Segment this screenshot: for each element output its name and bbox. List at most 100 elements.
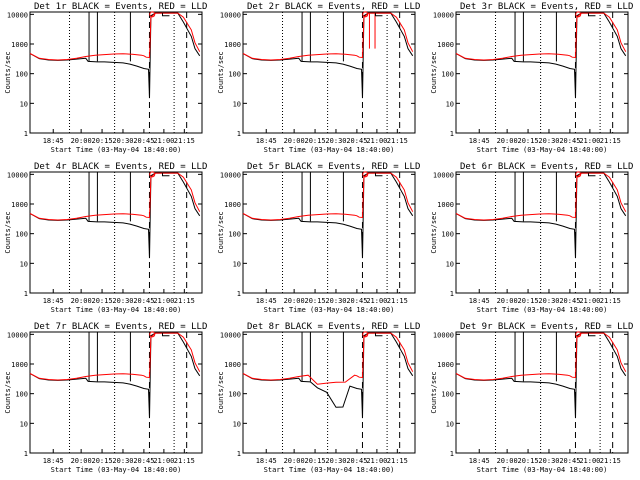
- x-tick-label: 20:30: [538, 297, 559, 305]
- lld-series-line: [242, 172, 414, 221]
- y-tick-label: 10000: [7, 171, 28, 179]
- events-series-line: [242, 12, 414, 99]
- x-tick-label: 18:45: [43, 457, 64, 465]
- bracket-marker: [374, 173, 383, 177]
- x-tick-label: 20:30: [538, 137, 559, 145]
- x-tick-label: 20:30: [112, 297, 133, 305]
- y-tick-label: 1000: [437, 361, 454, 369]
- x-tick-label: 20:45: [559, 457, 580, 465]
- y-tick-label: 100: [228, 231, 241, 239]
- x-tick-label: 20:45: [133, 137, 154, 145]
- x-tick-label: 18:45: [469, 297, 490, 305]
- y-tick-label: 100: [15, 391, 28, 399]
- chart-title: Det 7r BLACK = Events, RED = LLD: [34, 322, 207, 332]
- y-tick-label: 10000: [7, 331, 28, 339]
- y-tick-label: 1000: [437, 201, 454, 209]
- y-tick-label: 10: [446, 100, 454, 108]
- x-tick-label: 18:45: [256, 297, 277, 305]
- x-tick-label: 20:45: [559, 137, 580, 145]
- x-tick-label: 20:15: [305, 137, 326, 145]
- plot-frame: [455, 331, 629, 454]
- x-tick-label: 21:15: [174, 137, 195, 145]
- plot-frame: [242, 331, 416, 454]
- y-tick-label: 10: [20, 420, 28, 428]
- chart-title: Det 3r BLACK = Events, RED = LLD: [460, 2, 633, 12]
- x-tick-label: 20:45: [346, 137, 367, 145]
- plot-frame: [29, 11, 203, 134]
- chart-panel: Det 5r BLACK = Events, RED = LLD 1 10 100 10…: [217, 162, 420, 314]
- x-tick-label: 20:00: [497, 457, 518, 465]
- peak-marker: [575, 171, 582, 178]
- plot-frame: [29, 171, 203, 294]
- x-tick-label: 21:00: [153, 457, 174, 465]
- x-tick-label: 20:30: [112, 137, 133, 145]
- peak-marker: [575, 331, 582, 338]
- x-axis-label: Start Time (03-May-04 18:40:00): [477, 306, 608, 314]
- y-tick-label: 10000: [220, 171, 241, 179]
- peak-marker: [149, 331, 156, 338]
- chart-title: Det 2r BLACK = Events, RED = LLD: [247, 2, 420, 12]
- lld-series-line: [455, 332, 627, 381]
- y-axis-label: Counts/sec: [217, 211, 225, 253]
- x-axis-label: Start Time (03-May-04 18:40:00): [264, 146, 395, 154]
- y-tick-label: 10: [446, 260, 454, 268]
- y-tick-label: 1: [450, 290, 454, 298]
- x-tick-label: 18:45: [469, 457, 490, 465]
- x-tick-label: 18:45: [469, 137, 490, 145]
- y-tick-label: 10: [233, 420, 241, 428]
- events-series-line: [29, 332, 201, 419]
- y-axis-label: Counts/sec: [217, 371, 225, 413]
- chart-panel: Det 7r BLACK = Events, RED = LLD 1 10 100 10…: [4, 322, 207, 474]
- lld-series-line: [455, 12, 627, 61]
- chart-title: Det 9r BLACK = Events, RED = LLD: [460, 322, 633, 332]
- y-tick-label: 10: [233, 260, 241, 268]
- events-series-line: [455, 332, 627, 419]
- y-tick-label: 1000: [224, 361, 241, 369]
- x-tick-label: 18:45: [256, 457, 277, 465]
- x-tick-label: 20:00: [71, 297, 92, 305]
- x-tick-label: 20:30: [538, 457, 559, 465]
- y-tick-label: 1000: [11, 201, 28, 209]
- bracket-marker: [161, 13, 170, 17]
- lld-series-line: [29, 332, 201, 381]
- x-tick-label: 20:15: [518, 297, 539, 305]
- x-tick-label: 21:00: [153, 297, 174, 305]
- x-tick-label: 20:15: [518, 457, 539, 465]
- x-tick-label: 20:45: [133, 457, 154, 465]
- plot-frame: [242, 11, 416, 134]
- y-tick-label: 10000: [433, 11, 454, 19]
- peak-marker: [362, 11, 369, 18]
- y-tick-label: 1000: [224, 201, 241, 209]
- x-tick-label: 20:00: [284, 297, 305, 305]
- peak-marker: [362, 331, 369, 338]
- y-axis-label: Counts/sec: [430, 51, 438, 93]
- x-tick-label: 20:15: [92, 457, 113, 465]
- y-tick-label: 10: [20, 260, 28, 268]
- y-tick-label: 1000: [224, 41, 241, 49]
- y-axis-label: Counts/sec: [4, 51, 12, 93]
- plot-frame: [455, 11, 629, 134]
- lld-series-line: [29, 172, 201, 221]
- plot-frame: [242, 171, 416, 294]
- events-series-line: [242, 172, 414, 259]
- y-axis-label: Counts/sec: [430, 211, 438, 253]
- y-axis-label: Counts/sec: [4, 371, 12, 413]
- y-tick-label: 100: [228, 391, 241, 399]
- x-tick-label: 20:30: [325, 457, 346, 465]
- chart-title: Det 5r BLACK = Events, RED = LLD: [247, 162, 420, 172]
- x-tick-label: 20:45: [133, 297, 154, 305]
- x-tick-label: 21:15: [387, 297, 408, 305]
- chart-panel: Det 3r BLACK = Events, RED = LLD 1 10 100 10…: [430, 2, 633, 154]
- x-tick-label: 20:45: [559, 297, 580, 305]
- x-tick-label: 21:15: [600, 457, 621, 465]
- x-tick-label: 20:30: [325, 297, 346, 305]
- x-tick-label: 20:45: [346, 297, 367, 305]
- bracket-marker: [587, 13, 596, 17]
- y-tick-label: 1: [450, 130, 454, 138]
- y-tick-label: 1: [237, 290, 241, 298]
- x-tick-label: 20:45: [346, 457, 367, 465]
- peak-marker: [362, 171, 369, 178]
- plot-frame: [29, 331, 203, 454]
- peak-marker: [149, 11, 156, 18]
- x-tick-label: 20:00: [497, 137, 518, 145]
